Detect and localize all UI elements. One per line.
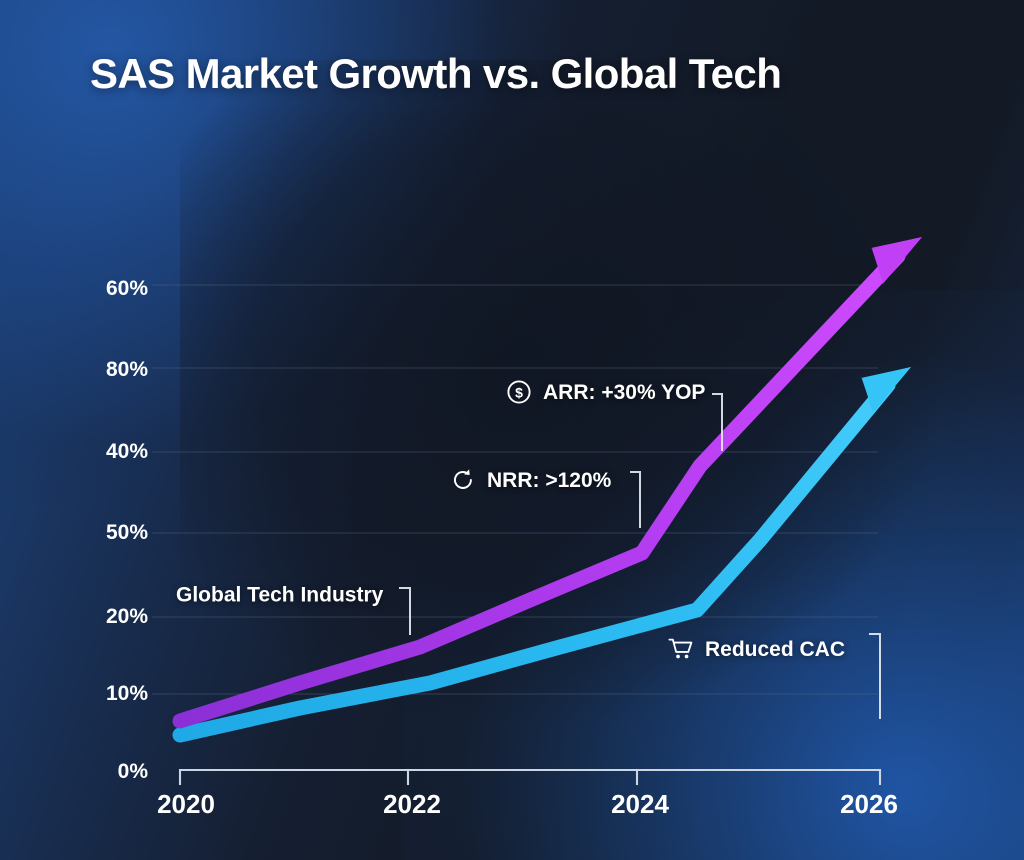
leader-line-global-tech xyxy=(399,587,411,635)
x-axis-line xyxy=(178,768,882,786)
leader-line-arr xyxy=(712,393,723,451)
y-tick-label: 80% xyxy=(105,358,148,381)
annotation-nrr-label: NRR: >120% xyxy=(487,468,612,492)
dollar-circle-icon: $ xyxy=(506,379,532,405)
annotation-global-tech-label: Global Tech Industry xyxy=(176,583,384,607)
x-tick-label: 2020 xyxy=(157,789,215,819)
x-tick-label: 2026 xyxy=(840,789,898,819)
leader-line-nrr xyxy=(630,471,641,528)
annotation-arr-label: ARR: +30% YOP xyxy=(543,380,706,404)
background-dark-core xyxy=(180,60,940,720)
y-tick-label: 40% xyxy=(105,440,148,463)
refresh-arrow-icon xyxy=(450,467,476,493)
y-tick-label: 0% xyxy=(117,760,148,783)
annotation-arr: $ ARR: +30% YOP xyxy=(506,379,705,405)
annotation-leader-lines xyxy=(399,393,881,719)
series-line-sas xyxy=(172,237,922,729)
y-tick-label: 50% xyxy=(105,521,148,544)
leader-line-cac xyxy=(869,633,881,719)
x-tick-label: 2024 xyxy=(611,789,669,819)
y-tick-label: 60% xyxy=(105,277,148,300)
annotation-reduced-cac: Reduced CAC xyxy=(668,636,845,662)
annotation-global-tech: Global Tech Industry xyxy=(176,585,383,606)
shopping-cart-icon xyxy=(668,636,694,662)
chart-title: SAS Market Growth vs. Global Tech xyxy=(90,50,782,97)
y-axis-ticks: 60% 80% 40% 50% 20% 10% 0% xyxy=(0,0,148,860)
annotation-reduced-cac-label: Reduced CAC xyxy=(705,637,846,661)
x-tick-label: 2022 xyxy=(383,789,441,819)
y-tick-label: 10% xyxy=(105,682,148,705)
svg-text:$: $ xyxy=(515,384,523,400)
y-tick-label: 20% xyxy=(105,605,148,628)
annotation-nrr: NRR: >120% xyxy=(450,467,611,493)
series-line-global-tech xyxy=(172,367,911,743)
